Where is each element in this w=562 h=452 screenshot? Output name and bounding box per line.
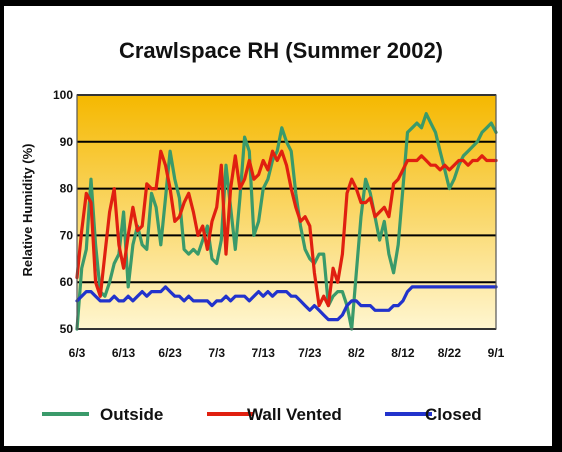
series-line-closed — [75, 285, 498, 322]
x-tick-label: 8/22 — [438, 346, 462, 360]
y-tick-label: 90 — [60, 135, 74, 149]
x-tick-label: 6/23 — [158, 346, 182, 360]
series-line-wall-vented — [75, 149, 498, 308]
x-tick-label: 7/23 — [298, 346, 322, 360]
x-tick-label: 9/1 — [488, 346, 505, 360]
legend-label: Closed — [425, 405, 482, 424]
x-tick-label: 7/3 — [208, 346, 225, 360]
legend-label: Wall Vented — [247, 405, 342, 424]
y-tick-label: 80 — [60, 182, 74, 196]
y-tick-label: 100 — [53, 88, 73, 102]
y-axis-label: Relative Humidity (%) — [20, 144, 35, 277]
x-tick-label: 7/13 — [252, 346, 276, 360]
chart-title: Crawlspace RH (Summer 2002) — [119, 38, 443, 63]
y-tick-label: 70 — [60, 228, 74, 242]
y-tick-label: 50 — [60, 322, 74, 336]
x-tick-label: 8/2 — [348, 346, 365, 360]
series-line-outside — [75, 112, 498, 331]
x-tick-label: 8/12 — [391, 346, 415, 360]
plot-frame — [76, 94, 497, 330]
x-tick-label: 6/3 — [69, 346, 86, 360]
legend-label: Outside — [100, 405, 163, 424]
x-tick-label: 6/13 — [112, 346, 136, 360]
y-tick-label: 60 — [60, 275, 74, 289]
